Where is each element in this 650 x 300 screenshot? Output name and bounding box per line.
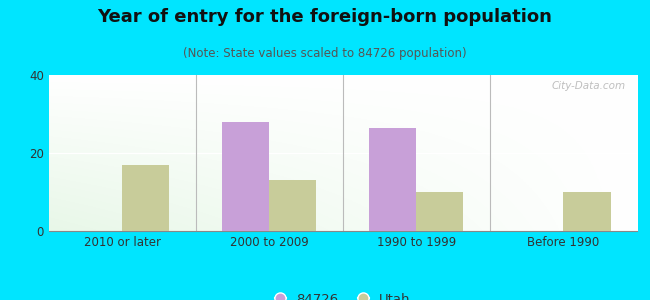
Bar bbox=[222, 122, 269, 231]
Bar bbox=[369, 128, 417, 231]
Bar bbox=[564, 192, 610, 231]
Legend: 84726, Utah: 84726, Utah bbox=[270, 288, 416, 300]
Bar bbox=[122, 165, 170, 231]
Text: (Note: State values scaled to 84726 population): (Note: State values scaled to 84726 popu… bbox=[183, 46, 467, 59]
Bar bbox=[269, 180, 317, 231]
Bar bbox=[417, 192, 463, 231]
Text: Year of entry for the foreign-born population: Year of entry for the foreign-born popul… bbox=[98, 8, 552, 26]
Text: City-Data.com: City-Data.com bbox=[551, 81, 625, 91]
